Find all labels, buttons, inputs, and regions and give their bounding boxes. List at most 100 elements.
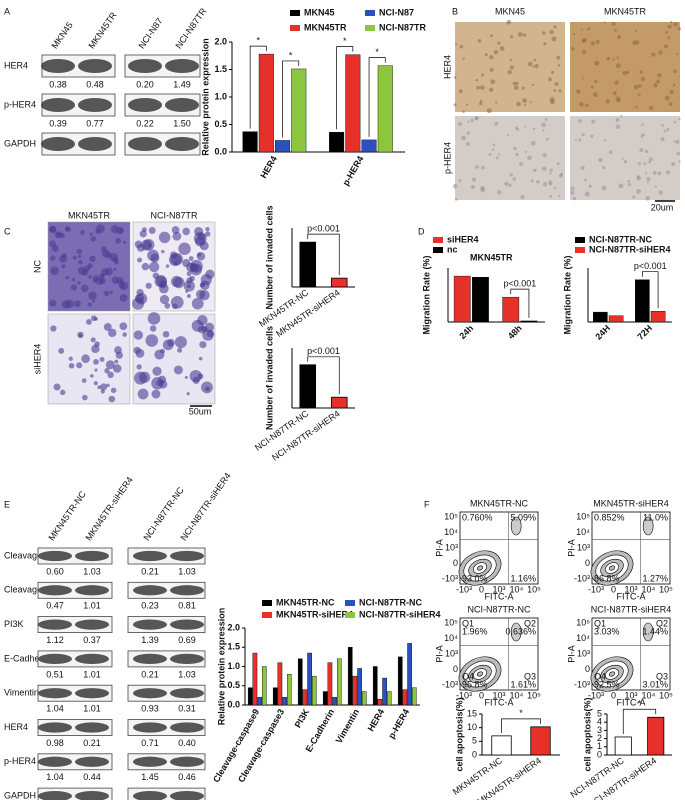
cell-texture [595,40,600,45]
cell-texture [639,148,644,152]
cell-texture [515,153,519,157]
quadrant-percent: 11.0% [643,512,668,522]
flow-x-label: FITC-A [485,697,514,707]
cell-cluster [89,232,93,236]
cell-texture [524,150,527,153]
cell-cluster [162,339,174,351]
bar [330,396,348,409]
cell-texture [601,185,607,191]
legend-swatch [365,10,375,16]
cell-cluster [174,261,178,265]
cell-texture [580,28,583,31]
bar [372,666,378,706]
panel-label: E [4,499,10,509]
cell-cluster [164,302,171,309]
cell-cluster [87,302,92,307]
cell-texture [484,53,488,57]
legend-swatch [290,10,300,16]
cell-cluster [162,330,170,338]
cell-texture [492,148,495,151]
x-tick-label: p-HER4 [386,707,411,740]
cell-cluster [191,319,204,332]
significance-bracket [622,708,657,734]
y-tick-label: 10 [467,722,477,732]
quadrant-percent: 0.852% [594,512,625,522]
cell-cluster [205,231,211,237]
flow-title: MKN45TR-siHER4 [593,498,669,508]
blot-band [128,58,162,74]
x-tick-label: 24h [457,323,475,341]
blot-band [170,550,204,562]
cell-texture [533,168,537,172]
cell-cluster [151,377,164,390]
cell-cluster [100,383,108,391]
bar [327,662,333,706]
cell-texture [553,89,557,92]
significance-label: p<0.001 [634,261,667,271]
y-tick-label: 1.0 [227,661,240,671]
flow-x-tick: 0 [479,690,484,700]
blot-band [170,756,204,767]
cell-texture [544,118,548,121]
cell-texture [531,83,534,86]
blot-row-label: HER4 [4,722,28,732]
cell-texture [614,28,617,32]
cell-texture [506,133,509,137]
cell-cluster [173,276,185,289]
legend-swatch [262,612,272,618]
cell-texture [606,56,611,61]
cell-texture [541,122,546,128]
image-column-label: MKN45 [495,6,525,16]
cell-texture [658,190,663,195]
cell-cluster [186,294,191,298]
blot-value: 0.38 [49,79,67,89]
cell-cluster [105,267,113,276]
cell-texture [495,156,499,160]
cell-cluster [135,292,148,305]
blot-band [170,585,204,596]
cell-texture [486,108,492,114]
blot-band [75,790,109,800]
blot-value: 0.81 [178,601,196,611]
blot-value: 0.23 [141,601,159,611]
cell-texture [554,81,559,86]
quadrant-name: Q4 [462,671,474,681]
blot-band [133,653,167,665]
flow-y-tick: 10⁵ [444,617,458,627]
blot-band [133,722,167,733]
bar [491,735,512,756]
cell-texture [651,52,656,57]
significance-bracket [307,233,340,276]
cell-cluster [198,356,203,361]
blot-band [170,653,204,665]
cell-cluster [83,265,91,272]
cell-cluster [119,293,128,302]
cell-cluster [148,227,156,234]
cell-texture [665,170,670,175]
y-tick-label: 2.0 [214,36,227,46]
blot-value: 1.01 [83,669,101,679]
quadrant-percent: 1.44% [642,626,668,636]
density-contour [642,516,654,536]
cell-texture [558,89,562,93]
legend-swatch [345,600,355,606]
cell-cluster [110,387,117,394]
density-contour [476,671,484,677]
cell-cluster [205,269,215,279]
cell-cluster [65,226,71,233]
density-contour [608,671,616,677]
cell-texture [602,165,606,170]
blot-value: 0.51 [46,669,64,679]
significance-bracket [249,45,267,129]
blot-row-label: GAPDH [4,790,36,800]
cell-texture [458,89,463,94]
bar [361,691,367,706]
cell-texture [667,36,671,39]
cell-cluster [174,336,187,349]
cell-texture [652,170,657,175]
cell-cluster [161,249,165,254]
cell-cluster [81,378,87,383]
cell-cluster [81,354,90,363]
y-tick-label: 0.5 [214,119,227,129]
cell-texture [644,149,649,154]
